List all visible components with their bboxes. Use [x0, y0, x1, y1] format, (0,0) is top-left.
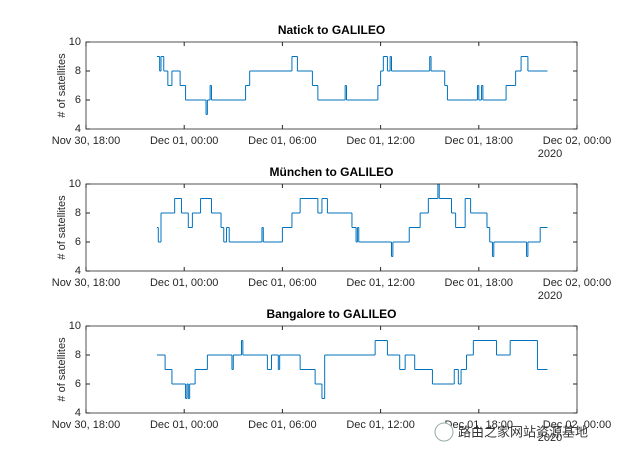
chart-title: München to GALILEO	[270, 165, 394, 179]
x-tick-label: Nov 30, 18:00	[52, 135, 121, 147]
x-tick-label: Nov 30, 18:00	[52, 277, 121, 289]
y-tick-label: 4	[75, 123, 81, 135]
watermark-icon	[434, 422, 454, 442]
chart-title: Natick to GALILEO	[278, 23, 385, 37]
axes-box	[85, 325, 578, 414]
x-tick-label: Dec 01, 00:00	[150, 277, 219, 289]
y-tick-label: 8	[75, 207, 81, 219]
y-tick-label: 10	[69, 320, 81, 332]
y-tick-label: 10	[69, 36, 81, 48]
y-axis-label: # of satellites	[56, 195, 68, 260]
x-secondary-label: 2020	[538, 290, 562, 302]
y-tick-label: 6	[75, 236, 81, 248]
y-tick-label: 6	[75, 378, 81, 390]
y-tick-label: 8	[75, 349, 81, 361]
x-tick-label: Nov 30, 18:00	[52, 419, 121, 431]
y-axis-label: # of satellites	[56, 53, 68, 118]
x-tick-label: Dec 02, 00:00	[543, 419, 612, 431]
x-tick-label: Dec 01, 18:00	[445, 277, 514, 289]
chart-title: Bangalore to GALILEO	[266, 307, 396, 321]
axes-box	[85, 183, 578, 272]
x-secondary-label: 2020	[538, 148, 562, 160]
x-tick-label: Dec 01, 06:00	[248, 135, 317, 147]
x-tick-label: Dec 01, 12:00	[346, 135, 415, 147]
watermark: 路由之家网站资源基地	[458, 424, 588, 439]
y-tick-label: 6	[75, 94, 81, 106]
x-tick-label: Dec 01, 06:00	[248, 277, 317, 289]
x-tick-label: Dec 01, 18:00	[445, 419, 514, 431]
y-tick-label: 4	[75, 407, 81, 419]
x-tick-label: Dec 02, 00:00	[543, 277, 612, 289]
x-secondary-label: 2020	[538, 432, 562, 444]
x-tick-label: Dec 01, 00:00	[150, 135, 219, 147]
x-tick-label: Dec 01, 18:00	[445, 135, 514, 147]
x-tick-label: Dec 01, 00:00	[150, 419, 219, 431]
y-tick-label: 10	[69, 178, 81, 190]
x-tick-label: Dec 02, 00:00	[543, 135, 612, 147]
y-axis-label: # of satellites	[56, 337, 68, 402]
x-tick-label: Dec 01, 12:00	[346, 277, 415, 289]
x-tick-label: Dec 01, 12:00	[346, 419, 415, 431]
y-tick-label: 8	[75, 65, 81, 77]
axes-box	[85, 41, 578, 130]
y-tick-label: 4	[75, 265, 81, 277]
x-tick-label: Dec 01, 06:00	[248, 419, 317, 431]
